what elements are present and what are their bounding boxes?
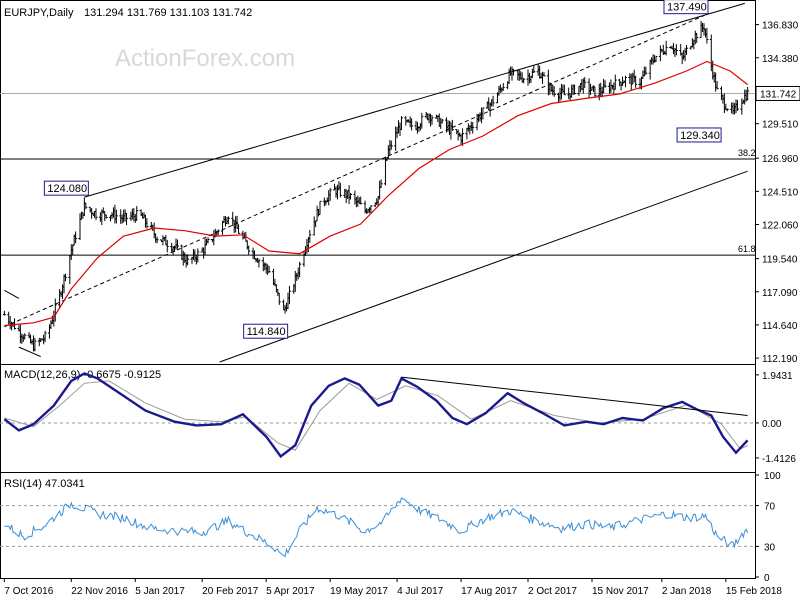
ohlc-readout: 131.294 131.769 131.103 131.742 [84,7,252,19]
x-axis-label: 20 Feb 2017 [202,586,259,597]
x-axis-label: 15 Nov 2017 [592,586,649,597]
price-label-box [676,127,722,143]
upper-channel-line [4,289,20,299]
x-axis-label: 17 Aug 2017 [461,586,518,597]
upper-channel-line [84,2,745,198]
price-label: 129.340 [680,130,720,142]
price-axis-label: 114.640 [762,321,798,332]
lower-channel-line [219,170,748,363]
moving-average-line [4,60,748,327]
watermark: ActionForex.com [115,45,295,72]
rsi-title: RSI(14) 47.0341 [4,478,85,490]
x-axis-label: 19 May 2017 [330,586,388,597]
price-label-box [43,180,89,196]
lower-channel-line [18,346,41,358]
price-axis-label: 117.090 [762,288,798,299]
x-axis-label: 22 Nov 2016 [71,586,128,597]
macd-trend-line [401,376,748,417]
price-axis-label: 119.540 [762,255,798,266]
price-label-box [663,0,709,15]
macd-line [3,372,749,459]
macd-axis-label: -1.4126 [762,454,796,465]
x-axis-label: 7 Oct 2016 [4,586,53,597]
dashed-trend-line [4,15,705,328]
macd-axis-label: 1.9431 [762,371,793,382]
x-axis-label: 5 Jan 2017 [135,586,185,597]
x-axis-label: 15 Feb 2018 [726,586,783,597]
fib-level-label: 61.8 [738,244,756,254]
price-label-box [243,323,289,339]
price-axis-label: 129.510 [762,120,799,131]
price-axis-label: 134.380 [762,54,799,65]
price-axis-label: 124.510 [762,187,799,198]
x-axis-label: 2 Jan 2018 [662,586,712,597]
rsi-axis-label: 0 [764,573,770,584]
symbol-label: EURJPY,Daily [4,7,74,19]
macd-axis-label: 0.00 [762,419,782,430]
fib-level-label: 38.2 [738,148,756,158]
current-price-tag [755,85,800,101]
rsi-panel-frame [0,472,756,579]
x-axis-label: 2 Oct 2017 [528,586,577,597]
rsi-axis-label: 30 [764,542,776,553]
price-label: 114.840 [247,326,286,338]
price-label: 137.490 [667,2,707,14]
rsi-axis-label: 70 [764,502,776,513]
price-label: 124.080 [47,183,87,195]
rsi-line [4,497,749,558]
current-price-tag-text: 131.742 [760,89,797,100]
price-axis-label: 136.830 [762,21,799,32]
price-axis-label: 112.190 [762,354,798,365]
x-axis-label: 5 Apr 2017 [266,586,315,597]
price-axis-label: 122.060 [762,220,799,231]
price-axis-label: 126.960 [762,154,799,165]
x-axis-label: 4 Jul 2017 [397,586,444,597]
rsi-axis-label: 100 [764,471,781,482]
